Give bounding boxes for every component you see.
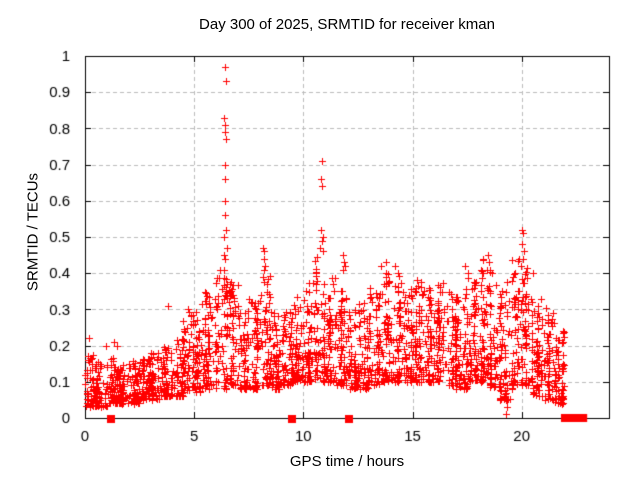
y-axis-label: SRMTID / TECUs bbox=[24, 172, 42, 292]
chart-title: Day 300 of 2025, SRMTID for receiver kma… bbox=[199, 16, 495, 33]
x-axis-label: GPS time / hours bbox=[289, 453, 405, 470]
